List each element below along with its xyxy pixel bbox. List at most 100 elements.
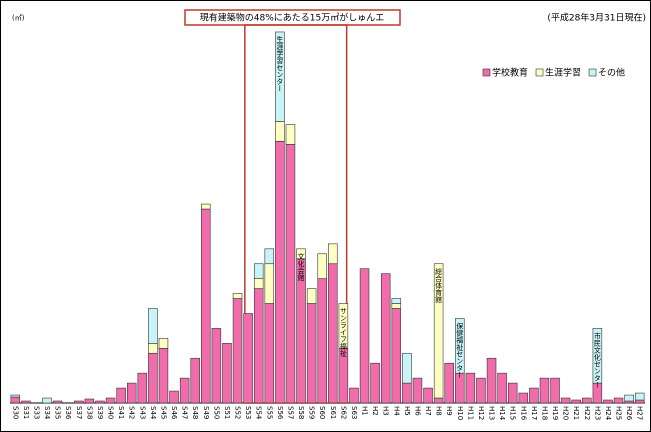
- bar-segment: [84, 398, 95, 404]
- bar-segment: [476, 377, 486, 404]
- x-tick-label: H13: [488, 406, 496, 420]
- x-tick-label: H26: [625, 406, 633, 421]
- bar-segment: [105, 397, 116, 404]
- legend-swatch: [588, 68, 597, 77]
- bar-segment: [169, 390, 179, 404]
- bar-segment: [253, 278, 264, 289]
- legend-label: 生涯学習: [545, 67, 581, 79]
- bar-segment: [253, 288, 264, 404]
- bar-segment: [148, 343, 158, 354]
- x-tick-label: S58: [297, 406, 305, 419]
- x-tick-label: H22: [583, 406, 591, 420]
- x-tick-label: S49: [202, 406, 210, 419]
- bar-segment: [370, 362, 380, 404]
- x-tick-label: H16: [519, 406, 527, 421]
- bar-segment: [317, 278, 327, 404]
- bar-segment: [328, 243, 338, 265]
- bar-segment: [613, 397, 624, 404]
- bar-segment: [296, 248, 306, 260]
- x-tick-label: S55: [265, 406, 273, 419]
- bar-segment: [391, 308, 402, 404]
- legend-swatch: [482, 68, 491, 77]
- bar-segment: [285, 124, 296, 145]
- bar-segment: [275, 141, 285, 404]
- bar-segment: [306, 303, 317, 404]
- bar-segment: [359, 268, 370, 404]
- x-tick-label: S50: [212, 406, 220, 419]
- bar-segment: [148, 352, 158, 404]
- bar-segment: [603, 399, 613, 404]
- x-tick-label: H18: [540, 406, 548, 420]
- bar-segment: [592, 328, 603, 384]
- x-tick-label: S44: [149, 406, 157, 420]
- x-tick-label: S51: [223, 406, 231, 419]
- bar-segment: [264, 303, 275, 404]
- x-tick-label: S48: [191, 406, 199, 419]
- bar-segment: [21, 400, 31, 404]
- x-tick-label: S42: [128, 406, 136, 419]
- x-tick-label: H21: [572, 406, 580, 420]
- x-tick-label: H10: [456, 406, 464, 420]
- annotation: 文化会館: [297, 252, 305, 282]
- bar-segment: [518, 392, 529, 404]
- bar-segment: [179, 377, 190, 404]
- x-tick-label: H19: [551, 406, 559, 420]
- legend-label: 学校教育: [492, 67, 528, 79]
- bar-segment: [539, 377, 550, 404]
- bar-segment: [137, 372, 148, 404]
- bar-segment: [10, 396, 21, 404]
- x-tick-label: S45: [159, 406, 167, 419]
- x-tick-label: S43: [138, 406, 146, 419]
- x-tick-label: S57: [286, 406, 294, 419]
- x-tick-label: S60: [318, 406, 326, 419]
- bar-segment: [338, 303, 349, 349]
- x-tick-label: H20: [562, 406, 570, 420]
- bar-segment: [412, 377, 423, 404]
- x-tick-label: H7: [424, 406, 432, 416]
- bar-segment: [391, 298, 402, 304]
- bar-segment: [243, 313, 253, 404]
- bar-segment: [116, 387, 126, 404]
- y-label: (㎡): [12, 14, 25, 22]
- x-tick-label: S36: [64, 406, 72, 420]
- bar-segment: [349, 387, 359, 404]
- bar-segment: [550, 377, 560, 404]
- bar-segment: [497, 372, 507, 404]
- x-tick-label: S59: [308, 406, 316, 419]
- bar-segment: [624, 394, 634, 402]
- bar-segment: [10, 394, 21, 398]
- subtitle: (平成28年3月31日現在): [547, 12, 646, 24]
- x-tick-label: H11: [466, 406, 474, 420]
- chart-title: 現有建築物の48%にあたる15万㎡がしゅんエ: [200, 12, 384, 24]
- bar-segment: [423, 387, 433, 404]
- x-tick-label: H6: [413, 406, 421, 416]
- x-tick-label: S53: [244, 406, 252, 419]
- bar-segment: [391, 303, 402, 309]
- x-tick-label: H27: [636, 406, 644, 420]
- bar-segment: [52, 400, 63, 404]
- x-tick-label: S40: [107, 406, 115, 419]
- x-tick-label: H2: [371, 406, 379, 416]
- x-tick-label: S63: [350, 406, 358, 419]
- bar-segment: [433, 263, 444, 399]
- bar-segment: [402, 352, 412, 384]
- bar-segment: [190, 357, 200, 404]
- bar-segment: [560, 397, 571, 404]
- bar-segment: [328, 263, 338, 404]
- x-tick-label: H3: [382, 406, 390, 416]
- bar-segment: [211, 328, 222, 404]
- bar-segment: [158, 347, 169, 404]
- x-tick-label: S41: [117, 406, 125, 419]
- x-tick-label: S46: [170, 406, 178, 420]
- x-tick-label: H1: [361, 406, 369, 416]
- x-tick-label: S31: [22, 406, 30, 419]
- bar-segment: [264, 248, 275, 265]
- bar-segment: [402, 382, 412, 404]
- x-tick-label: H15: [509, 406, 517, 420]
- bar-segment: [95, 400, 105, 404]
- bar-segment: [285, 144, 296, 404]
- bar-segment: [529, 387, 539, 404]
- bar-segment: [433, 397, 444, 404]
- bar-segment: [486, 357, 497, 404]
